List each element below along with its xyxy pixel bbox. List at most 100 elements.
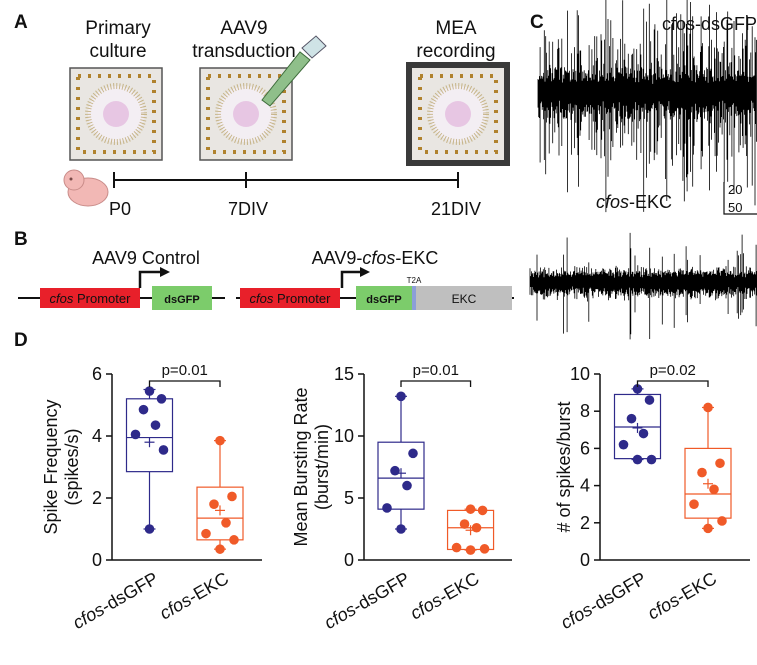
significance-bracket [148,380,221,387]
data-point [144,524,155,534]
data-point [618,439,629,450]
significance-bracket [400,380,472,387]
box-series-1 [613,384,662,465]
y-axis-label-line2: (spikes/s) [62,428,82,505]
ekc-label: EKC [452,292,477,306]
box-series-1 [377,391,425,534]
timeline-21div: 21DIV [431,199,481,219]
box-series-2 [196,435,244,554]
mea-chip-3 [406,62,510,166]
data-point [644,395,655,405]
data-point [471,522,482,533]
p-value-label: p=0.01 [413,362,459,379]
data-point [396,524,406,534]
y-tick-label: 6 [92,364,102,384]
data-point [396,391,406,402]
box-plot-2: 0 5 10 15 Mean Bursting Rate (burst/min) cfos-… [291,362,512,633]
box-iqr [196,486,244,541]
trace-bottom-label: cfos-EKC [596,192,672,212]
y-tick-label: 4 [92,426,102,446]
data-point [221,518,231,528]
control-arrowhead [160,267,170,277]
data-point [209,499,219,510]
ekc-dsgfp-label: dsGFP [366,294,401,306]
data-point [626,413,637,424]
x-tick-label: cfos-dsGFP [557,568,649,633]
panel-letter-c: C [530,12,544,33]
p-value-label: p=0.01 [162,362,208,379]
step-1-line1: Primary [85,18,151,39]
step-2-line1: AAV9 [220,18,267,39]
data-point [709,484,719,495]
box-plot-3: 0 2 4 6 8 10 # of spikes/burst cfos-dsGFPcfos-E… [554,362,750,633]
control-promoter-label: cfos Promoter [50,291,132,306]
y-axis-label-line2: (burst/min) [312,424,332,510]
data-point [465,545,476,555]
mouse-pup-icon [63,169,109,207]
box-plot-1: 0 2 4 6 Spike Frequency (spikes/s) cfos-dsGFPc… [41,362,262,633]
data-point [717,516,727,526]
data-point [638,428,649,439]
scale-bar [723,182,757,215]
data-point [646,454,657,465]
data-point [150,420,161,430]
ekc-promoter-box [240,288,340,308]
scale-label-bottom: 50 [728,200,742,215]
y-axis-label: # of spikes/burst [554,401,574,532]
p-value-label: p=0.02 [650,362,696,379]
box-iqr [684,447,732,519]
step-3-line1: MEA [435,18,477,39]
data-point [703,402,713,413]
panel-letter-a: A [14,12,28,33]
significance-bracket [636,380,709,387]
data-point [465,504,476,514]
step-2-line2: transduction [192,41,296,62]
control-title: AAV9 Control [92,248,200,268]
trace-cfos-ekc [529,232,757,340]
data-point [697,467,707,478]
trace-cfos-dsgfp [537,0,757,213]
ekc-promoter-arrow [340,270,362,288]
data-point [402,480,412,491]
box-iqr [125,398,174,473]
box-series-2 [684,402,732,534]
t2a-label: T2A [407,276,422,285]
data-point [479,544,490,554]
x-tick-label: cfos-EKC [156,568,232,623]
data-point [156,394,167,404]
ekc-box [416,286,512,310]
control-dsgfp-label: dsGFP [164,294,199,306]
data-point [632,384,643,394]
data-point [138,404,149,415]
y-tick-label: 2 [92,488,102,508]
data-point [130,429,141,440]
data-point [215,435,225,446]
data-point [229,535,239,545]
trace-top-label: cfos-dsGFP [662,14,757,34]
data-point [477,505,488,516]
y-tick-label: 4 [580,476,590,496]
y-tick-label: 8 [580,401,590,421]
control-dsgfp-box [152,286,212,310]
data-point [390,465,400,476]
data-point [703,523,713,534]
step-3-line2: recording [416,41,495,62]
data-point [144,386,155,396]
y-tick-label: 0 [92,550,102,570]
timeline [113,172,459,188]
step-1-line2: culture [89,41,146,62]
ekc-title: AAV9-cfos-EKC [312,248,439,268]
data-point [451,542,462,553]
mea-chip-1 [69,67,163,161]
data-point [459,519,470,529]
y-tick-label: 10 [570,364,590,384]
trace-path [529,232,757,340]
data-point [689,499,699,510]
data-point [382,503,392,513]
data-point [158,445,169,455]
y-axis-label-line1: Mean Bursting Rate [291,387,311,546]
data-point [715,458,725,469]
box-series-1 [125,386,174,534]
